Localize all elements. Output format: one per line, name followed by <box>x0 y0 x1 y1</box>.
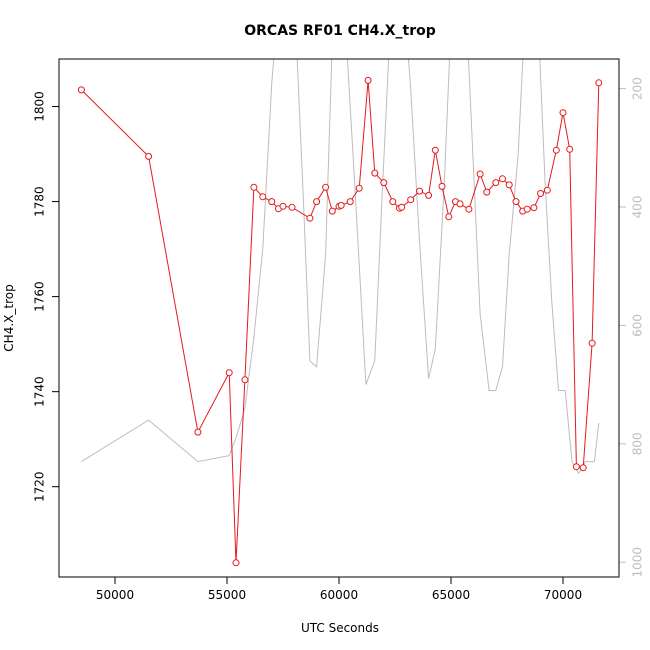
x-tick-label: 60000 <box>320 588 358 602</box>
ch4-data-point <box>431 146 439 154</box>
ch4-data-point <box>364 76 372 84</box>
ch4-data-point <box>530 204 538 212</box>
ch4-data-point <box>77 86 85 94</box>
ch4-data-point <box>306 214 314 222</box>
y2-tick-label: 1000 <box>631 547 645 578</box>
ch4-data-point <box>523 205 531 213</box>
x-tick-label: 65000 <box>432 588 470 602</box>
ch4-data-point <box>552 146 560 154</box>
ch4-data-point <box>328 207 336 215</box>
y-tick-label: 1780 <box>33 186 47 217</box>
ch4-data-point <box>268 198 276 206</box>
ch4-data-point <box>483 188 491 196</box>
ch4-data-point <box>194 428 202 436</box>
ch4-data-point <box>355 184 363 192</box>
x-axis-label: UTC Seconds <box>301 621 379 635</box>
ch4-data-point <box>398 203 406 211</box>
ch4-data-point <box>313 198 321 206</box>
y-tick-label: 1800 <box>33 91 47 122</box>
ch4-data-point <box>288 203 296 211</box>
ch4-data-point <box>445 213 453 221</box>
ch4-data-point <box>346 198 354 206</box>
ch4-data-point <box>505 181 513 189</box>
ch4-data-point <box>389 198 397 206</box>
chart-title: ORCAS RF01 CH4.X_trop <box>244 23 436 39</box>
ch4-data-point <box>512 198 520 206</box>
ch4-data-point <box>371 169 379 177</box>
ch4-data-point <box>416 187 424 195</box>
y2-tick-label: 800 <box>631 432 645 455</box>
ch4-data-point <box>543 186 551 194</box>
x-tick-label: 50000 <box>96 588 134 602</box>
ch4-data-point <box>407 196 415 204</box>
ch4-data-point <box>566 145 574 153</box>
ch4-data-point <box>572 463 580 471</box>
y-tick-label: 1720 <box>33 471 47 502</box>
plot-frame <box>58 58 620 578</box>
ch4-data-point <box>499 175 506 183</box>
ch4-data-point <box>259 193 267 201</box>
ch4-data-point <box>588 339 596 347</box>
ch4-data-point <box>595 79 603 87</box>
ch4-data-point <box>465 205 473 213</box>
x-tick-label: 70000 <box>544 588 582 602</box>
y2-tick-label: 400 <box>631 196 645 219</box>
ch4-data-point <box>438 182 446 190</box>
ch4-data-point <box>492 179 500 187</box>
ch4-data-point <box>337 201 345 209</box>
ch4-data-point <box>322 183 330 191</box>
y-axis-label: CH4.X_trop <box>2 284 16 351</box>
secondary-series-line <box>81 59 600 475</box>
ch4-data-point <box>279 202 287 210</box>
ch4-data-point <box>145 152 153 160</box>
ch4-data-point <box>456 200 464 208</box>
ch4-data-point <box>579 464 587 472</box>
x-tick-label: 55000 <box>208 588 246 602</box>
ch4-data-point <box>241 376 249 384</box>
y-tick-label: 1760 <box>33 281 47 312</box>
ch4-data-point <box>380 179 388 187</box>
ch4-data-point <box>232 559 240 567</box>
series-layer <box>77 59 603 567</box>
ch4-data-point <box>476 170 484 178</box>
ch4-data-point <box>225 369 233 377</box>
ch4-data-point <box>537 190 545 197</box>
ch4-data-point <box>425 191 433 199</box>
ch4-data-point <box>559 109 567 117</box>
y2-tick-label: 200 <box>631 77 645 100</box>
y2-tick-label: 600 <box>631 314 645 337</box>
ch4-data-point <box>250 183 258 191</box>
y-tick-label: 1740 <box>33 376 47 407</box>
